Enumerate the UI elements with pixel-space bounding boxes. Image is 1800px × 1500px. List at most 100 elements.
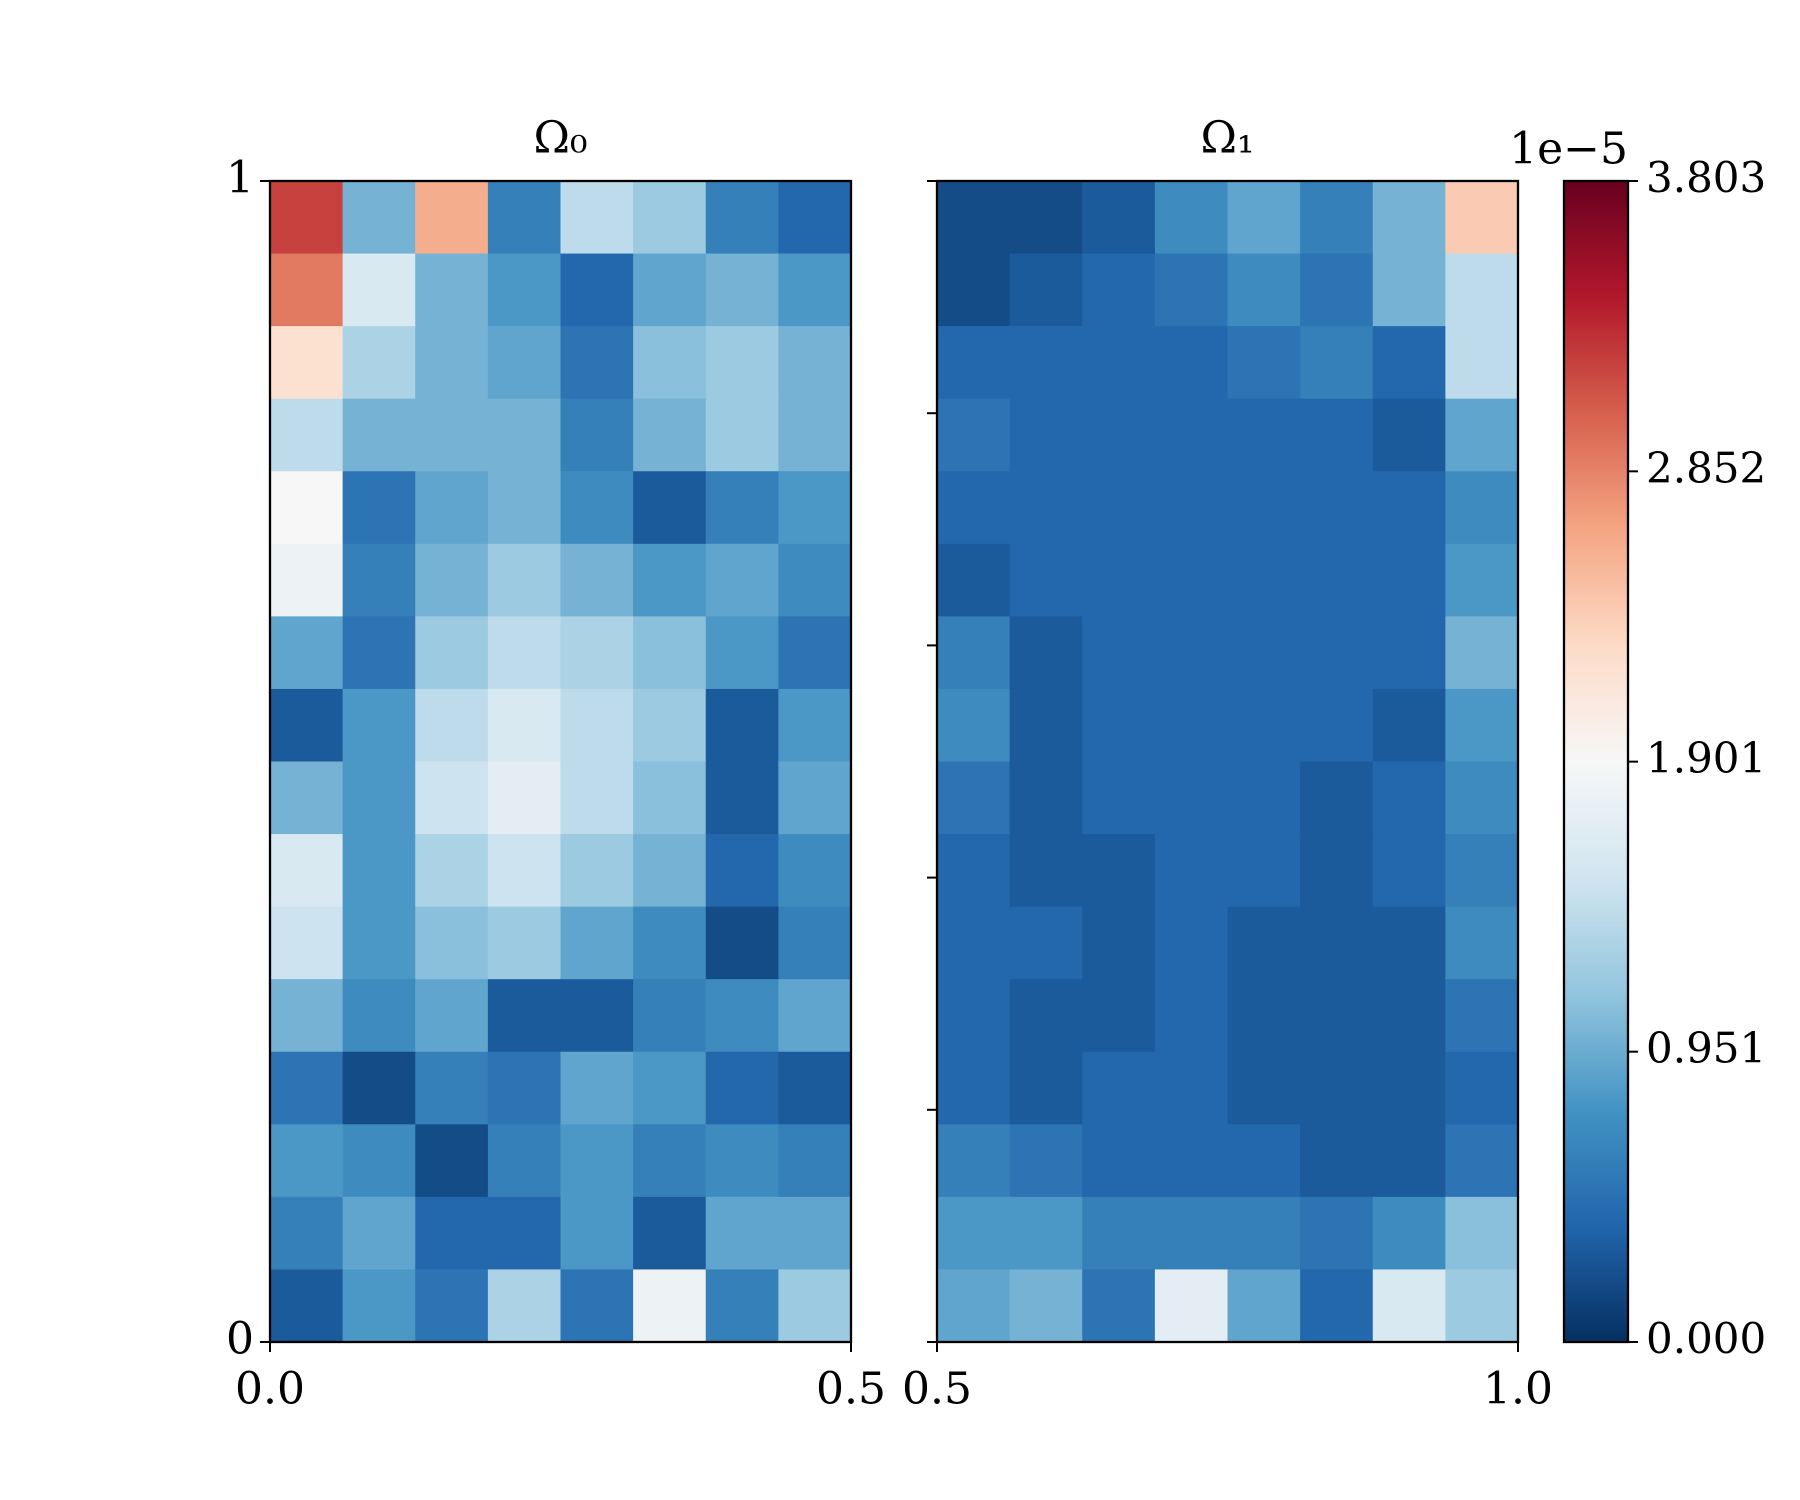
- heatmap-cell: [1009, 1051, 1083, 1125]
- heatmap-cell: [560, 1196, 634, 1271]
- heatmap-cell: [270, 398, 344, 472]
- heatmap-cell: [1082, 1196, 1156, 1271]
- heatmap-cell: [1227, 688, 1301, 763]
- heatmap-cell: [633, 1269, 707, 1343]
- heatmap-cell: [1445, 1124, 1519, 1198]
- heatmap-cell: [560, 761, 634, 835]
- heatmap-cell: [937, 1269, 1011, 1343]
- y-tick-label: 0: [226, 1314, 254, 1365]
- heatmap-cell: [778, 979, 852, 1053]
- colorbar-offset-label: 1e−5: [1509, 124, 1628, 175]
- heatmap-cell: [778, 688, 852, 763]
- heatmap-cell: [705, 543, 779, 617]
- colorbar: [1562, 179, 1630, 1344]
- heatmap-cell: [1300, 1269, 1374, 1343]
- heatmap-cell: [937, 1124, 1011, 1198]
- colorbar-tick-label: 2.852: [1646, 443, 1766, 492]
- heatmap-cell: [1009, 834, 1083, 908]
- heatmap-cell: [1154, 906, 1229, 980]
- heatmap-cell: [487, 616, 562, 690]
- heatmap-cell: [1445, 1051, 1519, 1125]
- heatmap-cell: [1445, 834, 1519, 908]
- colorbar-tick-label: 3.803: [1646, 153, 1766, 202]
- heatmap-cell: [778, 326, 852, 400]
- heatmap-cell: [560, 181, 634, 255]
- heatmap-cell: [1227, 253, 1301, 327]
- heatmap-cell: [415, 471, 489, 545]
- heatmap-cell: [1445, 979, 1519, 1053]
- heatmap-cell: [487, 834, 562, 908]
- heatmap-cell: [937, 979, 1011, 1053]
- heatmap-cell: [342, 906, 416, 980]
- heatmap-cell: [1154, 688, 1229, 763]
- heatmap-cell: [487, 1269, 562, 1343]
- heatmap-cell: [705, 834, 779, 908]
- heatmap-cell: [415, 398, 489, 472]
- heatmap-cell: [487, 1051, 562, 1125]
- heatmap-cell: [560, 1051, 634, 1125]
- heatmap-cell: [1154, 979, 1229, 1053]
- heatmap-cell: [1372, 906, 1446, 980]
- heatmap-cell: [705, 616, 779, 690]
- heatmap-cell: [1445, 398, 1519, 472]
- heatmap-cell: [342, 326, 416, 400]
- heatmap-cell: [633, 906, 707, 980]
- heatmap-cell: [1009, 761, 1083, 835]
- heatmap-cell: [705, 1196, 779, 1271]
- heatmap-cell: [342, 1269, 416, 1343]
- heatmap-cell: [1445, 543, 1519, 617]
- heatmap-cell: [487, 906, 562, 980]
- heatmap-cell: [937, 326, 1011, 400]
- heatmap-cell: [1445, 688, 1519, 763]
- heatmap-cell: [1154, 471, 1229, 545]
- heatmap-cell: [705, 906, 779, 980]
- heatmap-cell: [1227, 616, 1301, 690]
- heatmap-cell: [1300, 616, 1374, 690]
- heatmap-cell: [1227, 1269, 1301, 1343]
- heatmap-cell: [1372, 543, 1446, 617]
- heatmap-cell: [1154, 616, 1229, 690]
- heatmap-cell: [937, 761, 1011, 835]
- heatmap-cell: [937, 253, 1011, 327]
- heatmap-cell: [342, 253, 416, 327]
- heatmap-cell: [1082, 326, 1156, 400]
- heatmap-cell: [560, 253, 634, 327]
- heatmap-cell: [270, 181, 344, 255]
- heatmap-cell: [1445, 1196, 1519, 1271]
- heatmap-cell: [1154, 398, 1229, 472]
- heatmap-cell: [1082, 1051, 1156, 1125]
- heatmap-cell: [705, 398, 779, 472]
- heatmap-cell: [270, 1196, 344, 1271]
- heatmap-cell: [270, 761, 344, 835]
- heatmap-cell: [1300, 1196, 1374, 1271]
- heatmap-cell: [270, 326, 344, 400]
- heatmap-cell: [1372, 253, 1446, 327]
- heatmap-cell: [270, 616, 344, 690]
- heatmap-cell: [1009, 1196, 1083, 1271]
- heatmap-cell: [778, 181, 852, 255]
- heatmap-cell: [1154, 253, 1229, 327]
- heatmap-cell: [415, 253, 489, 327]
- heatmap-cell: [415, 1051, 489, 1125]
- x-tick-label: 1.0: [1483, 1364, 1553, 1415]
- heatmap-cell: [633, 398, 707, 472]
- heatmap-cell: [1082, 616, 1156, 690]
- heatmap-cell: [487, 979, 562, 1053]
- heatmap-cell: [778, 1196, 852, 1271]
- heatmap-cell: [1300, 979, 1374, 1053]
- heatmap-cell: [415, 543, 489, 617]
- heatmap-cell: [1445, 253, 1519, 327]
- panel-title: Ω₀: [533, 113, 587, 164]
- panel-title: Ω₁: [1200, 113, 1254, 164]
- heatmap-cell: [1300, 1051, 1374, 1125]
- heatmap-cell: [342, 979, 416, 1053]
- heatmap-cell: [1227, 834, 1301, 908]
- heatmap-cell: [1154, 834, 1229, 908]
- heatmap-cell: [1009, 1269, 1083, 1343]
- heatmap-cell: [270, 1269, 344, 1343]
- heatmap-cell: [1227, 471, 1301, 545]
- heatmap-cell: [1372, 1269, 1446, 1343]
- heatmap-cell: [937, 834, 1011, 908]
- heatmap-cell: [1372, 1051, 1446, 1125]
- heatmap-cell: [1154, 1196, 1229, 1271]
